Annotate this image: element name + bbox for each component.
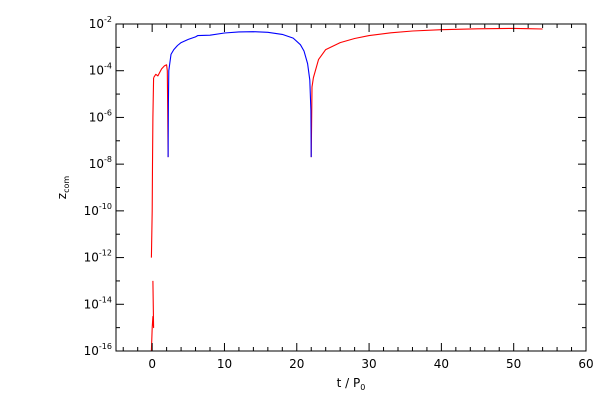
y-tick-label: 10-14 bbox=[84, 295, 112, 311]
y-tick-label: 10-4 bbox=[89, 62, 112, 78]
labels-layer: 0 10 20 30 40 50 60 10-16 10-14 10-12 10-10 10-8 10-… bbox=[55, 15, 594, 392]
axes-layer bbox=[115, 23, 587, 352]
x-tick-label: 40 bbox=[434, 357, 449, 371]
series-1-segment-0 bbox=[167, 31, 312, 158]
y-tick-label: 10-16 bbox=[84, 342, 112, 358]
y-tick-label: 10-12 bbox=[84, 249, 112, 265]
x-tick-label: 20 bbox=[289, 357, 304, 371]
x-tick-label: 60 bbox=[578, 357, 593, 371]
y-tick-label: 10-2 bbox=[89, 15, 112, 31]
x-tick-label: 50 bbox=[506, 357, 521, 371]
series-0-segment-1 bbox=[150, 77, 155, 258]
y-tick-label: 10-8 bbox=[89, 155, 112, 171]
x-axis-label: t / P0 bbox=[337, 376, 366, 392]
x-tick-label: 0 bbox=[148, 357, 156, 371]
y-axis-label: zcom bbox=[55, 176, 71, 200]
series-0-segment-0 bbox=[150, 280, 155, 352]
y-tick-label: 10-10 bbox=[84, 202, 112, 218]
series-0-segment-3 bbox=[310, 27, 543, 158]
series-layer bbox=[150, 27, 543, 352]
y-tick-label: 10-6 bbox=[89, 108, 112, 124]
series-0-segment-2 bbox=[153, 64, 169, 158]
x-tick-label: 10 bbox=[217, 357, 232, 371]
x-tick-label: 30 bbox=[361, 357, 376, 371]
